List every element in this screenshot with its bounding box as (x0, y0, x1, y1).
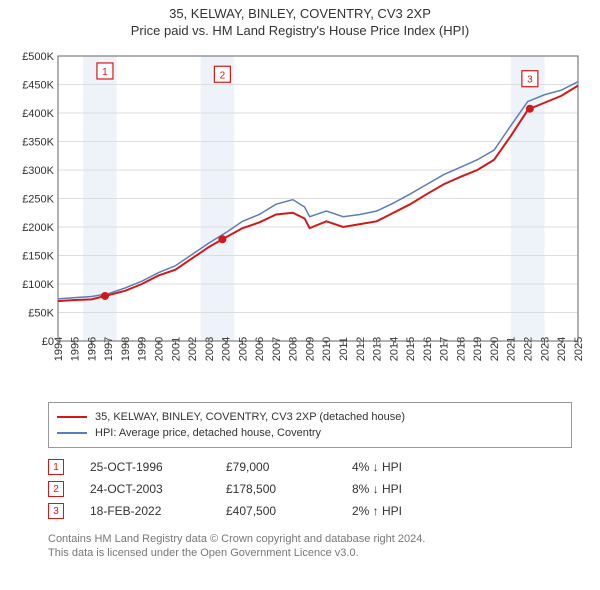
marker-table-badge: 2 (48, 481, 64, 497)
y-tick-label: £150K (22, 251, 54, 263)
x-tick-label: 2004 (221, 337, 233, 361)
marker-table-price: £79,000 (226, 460, 326, 474)
y-tick-label: £200K (22, 222, 54, 234)
x-tick-label: 2016 (422, 337, 434, 361)
x-tick-label: 2014 (388, 337, 400, 361)
x-tick-label: 2010 (321, 337, 333, 361)
y-tick-label: £400K (22, 108, 54, 120)
marker-table-row: 2 24-OCT-2003 £178,500 8% ↓ HPI (48, 478, 572, 500)
marker-badge-number: 2 (220, 70, 226, 81)
marker-table-date: 18-FEB-2022 (90, 504, 200, 518)
marker-table-badge: 3 (48, 503, 64, 519)
x-tick-label: 1995 (70, 337, 82, 361)
x-tick-label: 2001 (170, 337, 182, 361)
x-tick-label: 2017 (439, 337, 451, 361)
x-tick-label: 1996 (86, 337, 98, 361)
y-tick-label: £300K (22, 165, 54, 177)
legend-swatch (57, 432, 87, 434)
x-tick-label: 2018 (455, 337, 467, 361)
legend-label: 35, KELWAY, BINLEY, COVENTRY, CV3 2XP (d… (95, 411, 405, 423)
marker-table-delta: 2% ↑ HPI (352, 504, 432, 518)
x-tick-label: 2000 (153, 337, 165, 361)
chart-title: 35, KELWAY, BINLEY, COVENTRY, CV3 2XP (0, 6, 600, 21)
y-tick-label: £50K (28, 308, 54, 320)
x-tick-label: 2013 (372, 337, 384, 361)
y-tick-label: £500K (22, 51, 54, 63)
x-tick-label: 2021 (506, 337, 518, 361)
marker-dot (526, 105, 534, 113)
price-chart: £0£50K£100K£150K£200K£250K£300K£350K£400… (10, 46, 590, 396)
marker-table-delta: 8% ↓ HPI (352, 482, 432, 496)
marker-table-date: 25-OCT-1996 (90, 460, 200, 474)
marker-table: 1 25-OCT-1996 £79,000 4% ↓ HPI 2 24-OCT-2003 £… (48, 456, 572, 522)
footer-line2: This data is licensed under the Open Gov… (48, 546, 572, 560)
series-line-1 (58, 82, 578, 299)
marker-badge-number: 1 (102, 67, 108, 78)
x-tick-label: 2006 (254, 337, 266, 361)
legend-row: HPI: Average price, detached house, Cove… (57, 425, 563, 441)
marker-dot (101, 292, 109, 300)
x-tick-label: 2022 (523, 337, 535, 361)
legend-swatch (57, 416, 87, 418)
marker-badge-number: 3 (527, 75, 533, 86)
chart-subtitle: Price paid vs. HM Land Registry's House … (0, 23, 600, 38)
x-tick-label: 2023 (539, 337, 551, 361)
x-tick-label: 1999 (137, 337, 149, 361)
x-tick-label: 1998 (120, 337, 132, 361)
marker-dot (218, 235, 226, 243)
x-tick-label: 2007 (271, 337, 283, 361)
x-tick-label: 2009 (304, 337, 316, 361)
marker-table-row: 1 25-OCT-1996 £79,000 4% ↓ HPI (48, 456, 572, 478)
series-line-0 (58, 86, 578, 301)
x-tick-label: 2012 (355, 337, 367, 361)
x-tick-label: 2024 (556, 337, 568, 361)
x-tick-label: 2002 (187, 337, 199, 361)
legend-row: 35, KELWAY, BINLEY, COVENTRY, CV3 2XP (d… (57, 409, 563, 425)
x-tick-label: 2008 (288, 337, 300, 361)
x-tick-label: 2020 (489, 337, 501, 361)
y-tick-label: £250K (22, 194, 54, 206)
x-tick-label: 2019 (472, 337, 484, 361)
legend-label: HPI: Average price, detached house, Cove… (95, 427, 321, 439)
x-tick-label: 2003 (204, 337, 216, 361)
x-tick-label: 1994 (53, 337, 65, 361)
y-tick-label: £450K (22, 80, 54, 92)
marker-table-date: 24-OCT-2003 (90, 482, 200, 496)
y-tick-label: £350K (22, 137, 54, 149)
x-tick-label: 1997 (103, 337, 115, 361)
y-tick-label: £100K (22, 279, 54, 291)
marker-table-price: £407,500 (226, 504, 326, 518)
footer-attribution: Contains HM Land Registry data © Crown c… (48, 532, 572, 561)
x-tick-label: 2025 (573, 337, 585, 361)
marker-table-row: 3 18-FEB-2022 £407,500 2% ↑ HPI (48, 500, 572, 522)
marker-table-delta: 4% ↓ HPI (352, 460, 432, 474)
x-tick-label: 2015 (405, 337, 417, 361)
x-tick-label: 2005 (237, 337, 249, 361)
footer-line1: Contains HM Land Registry data © Crown c… (48, 532, 572, 546)
marker-table-badge: 1 (48, 459, 64, 475)
marker-table-price: £178,500 (226, 482, 326, 496)
legend: 35, KELWAY, BINLEY, COVENTRY, CV3 2XP (d… (48, 402, 572, 448)
